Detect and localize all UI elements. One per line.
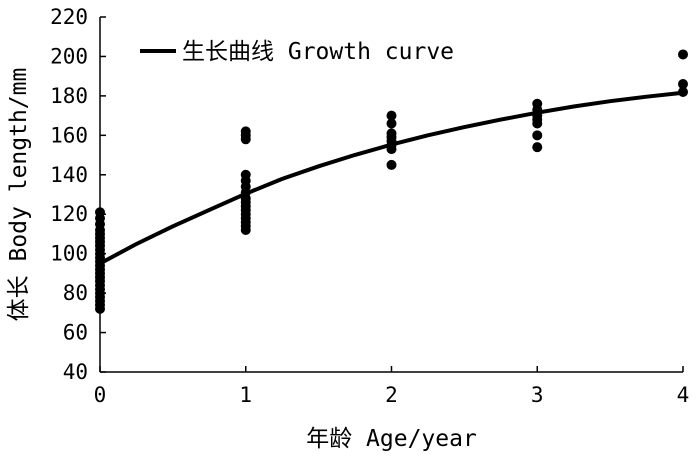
x-ticks: 0 1 2 3 4 bbox=[94, 366, 690, 407]
scatter-series bbox=[95, 49, 688, 314]
y-tick-label: 100 bbox=[50, 242, 88, 266]
y-tick-label: 160 bbox=[50, 123, 88, 147]
data-point bbox=[532, 130, 543, 141]
y-tick-label: 60 bbox=[63, 321, 88, 345]
y-tick-label: 40 bbox=[63, 360, 88, 384]
axes bbox=[99, 17, 683, 373]
growth-curve-line bbox=[99, 90, 684, 266]
x-axis-title: 年龄 Age/year bbox=[306, 426, 477, 452]
data-point bbox=[386, 118, 397, 129]
data-point bbox=[386, 159, 397, 170]
data-point bbox=[678, 79, 688, 90]
legend-label: 生长曲线 Growth curve bbox=[182, 39, 454, 65]
x-tick-label: 4 bbox=[677, 383, 690, 407]
data-point bbox=[532, 142, 543, 153]
legend: 生长曲线 Growth curve bbox=[140, 39, 454, 65]
x-tick-label: 3 bbox=[531, 383, 544, 407]
y-tick-label: 140 bbox=[50, 163, 88, 187]
data-point bbox=[95, 303, 105, 314]
x-tick-label: 1 bbox=[239, 383, 252, 407]
data-point bbox=[532, 118, 543, 129]
data-point bbox=[386, 110, 397, 121]
y-tick-label: 220 bbox=[50, 5, 88, 29]
y-tick-label: 80 bbox=[63, 281, 88, 305]
y-ticks: 40 60 80 100 120 140 160 180 200 220 bbox=[50, 5, 106, 384]
data-point bbox=[240, 225, 251, 235]
x-tick-label: 0 bbox=[94, 383, 107, 407]
y-tick-label: 180 bbox=[50, 84, 88, 108]
y-axis-title: 体长 Body length/mm bbox=[6, 68, 32, 322]
x-tick-label: 2 bbox=[385, 383, 398, 407]
data-point bbox=[678, 49, 688, 60]
y-tick-label: 120 bbox=[50, 202, 88, 226]
y-tick-label: 200 bbox=[50, 44, 88, 68]
data-point bbox=[240, 134, 251, 145]
